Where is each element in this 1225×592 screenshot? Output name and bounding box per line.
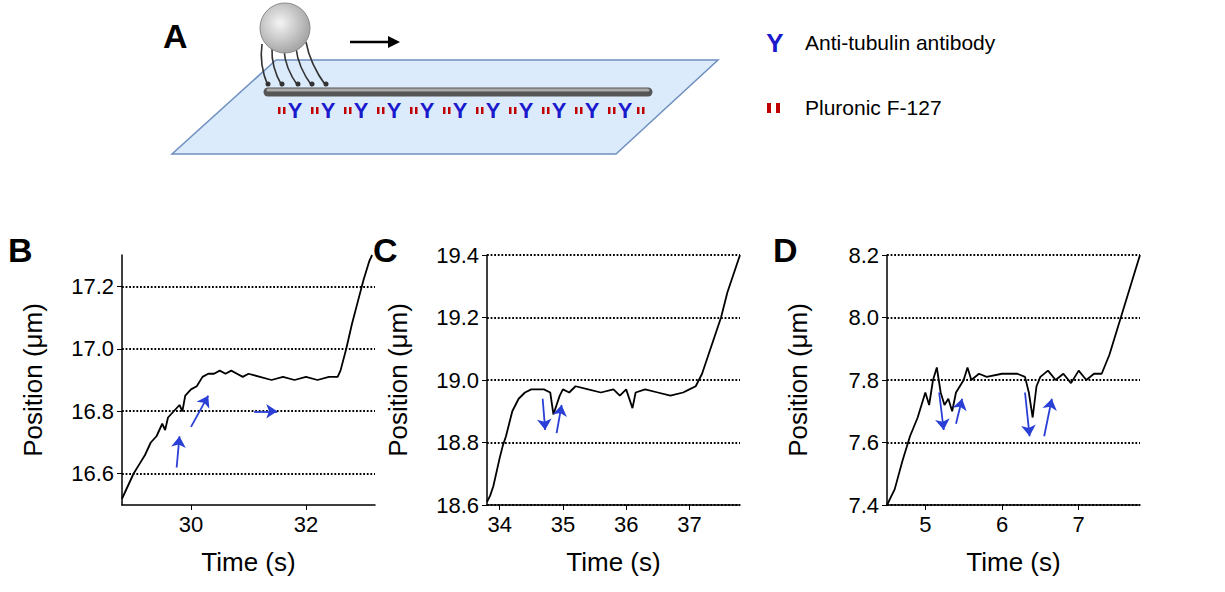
svg-text:5: 5 (919, 512, 931, 537)
svg-text:Y: Y (618, 98, 633, 123)
svg-text:Position (μm): Position (μm) (783, 303, 813, 457)
svg-text:Time (s): Time (s) (966, 547, 1060, 577)
svg-text:Y: Y (387, 98, 402, 123)
svg-text:A: A (163, 17, 188, 55)
svg-text:36: 36 (614, 512, 638, 537)
svg-text:Time (s): Time (s) (566, 547, 660, 577)
svg-text:Y: Y (453, 98, 468, 123)
svg-text:16.6: 16.6 (71, 461, 114, 486)
svg-text:Anti-tubulin antibody: Anti-tubulin antibody (805, 31, 996, 54)
svg-text:8.2: 8.2 (848, 243, 879, 268)
svg-text:30: 30 (179, 512, 203, 537)
svg-text:16.8: 16.8 (71, 399, 114, 424)
svg-text:Y: Y (486, 98, 501, 123)
svg-text:Y: Y (552, 98, 567, 123)
svg-text:Time (s): Time (s) (201, 547, 295, 577)
svg-text:8.0: 8.0 (848, 305, 879, 330)
svg-text:18.8: 18.8 (436, 430, 479, 455)
svg-text:7: 7 (1073, 512, 1085, 537)
svg-text:7.6: 7.6 (848, 430, 879, 455)
svg-text:Y: Y (766, 28, 783, 58)
svg-text:32: 32 (294, 512, 318, 537)
svg-text:37: 37 (677, 512, 701, 537)
svg-text:7.4: 7.4 (848, 493, 879, 518)
svg-text:Position (μm): Position (μm) (18, 303, 48, 457)
svg-text:D: D (773, 231, 798, 269)
svg-text:B: B (8, 231, 33, 269)
svg-text:34: 34 (487, 512, 511, 537)
svg-text:19.0: 19.0 (436, 368, 479, 393)
svg-text:6: 6 (996, 512, 1008, 537)
svg-text:19.2: 19.2 (436, 305, 479, 330)
svg-text:Y: Y (420, 98, 435, 123)
svg-text:Position (μm): Position (μm) (383, 303, 413, 457)
svg-text:18.6: 18.6 (436, 493, 479, 518)
svg-text:17.2: 17.2 (71, 274, 114, 299)
svg-text:Y: Y (585, 98, 600, 123)
svg-text:Y: Y (321, 98, 336, 123)
svg-text:Y: Y (519, 98, 534, 123)
svg-text:C: C (373, 231, 398, 269)
svg-text:35: 35 (551, 512, 575, 537)
svg-text:Y: Y (288, 98, 303, 123)
svg-text:17.0: 17.0 (71, 336, 114, 361)
svg-text:Y: Y (354, 98, 369, 123)
svg-text:Pluronic F-127: Pluronic F-127 (805, 96, 942, 119)
svg-text:7.8: 7.8 (848, 368, 879, 393)
svg-text:19.4: 19.4 (436, 243, 479, 268)
